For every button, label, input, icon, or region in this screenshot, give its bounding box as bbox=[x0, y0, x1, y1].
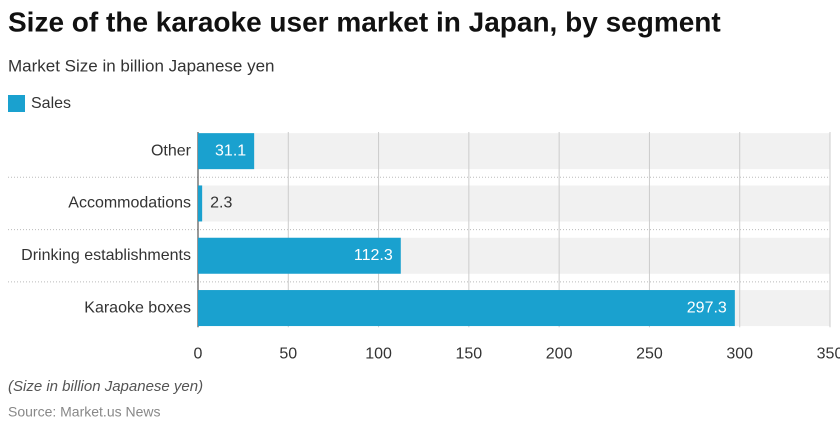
y-tick-label: Karaoke boxes bbox=[84, 299, 191, 316]
data-label: 31.1 bbox=[215, 142, 246, 159]
chart-subtitle: Market Size in billion Japanese yen bbox=[8, 56, 274, 75]
chart-title: Size of the karaoke user market in Japan… bbox=[8, 6, 721, 37]
x-tick-label: 50 bbox=[279, 345, 297, 362]
legend-swatch bbox=[8, 95, 25, 112]
y-tick-label: Other bbox=[151, 142, 192, 159]
data-label: 112.3 bbox=[354, 247, 393, 264]
legend-label: Sales bbox=[31, 95, 71, 112]
x-tick-label: 250 bbox=[636, 345, 663, 362]
x-tick-label: 350 bbox=[817, 345, 840, 362]
x-tick-label: 200 bbox=[546, 345, 573, 362]
data-label: 2.3 bbox=[210, 195, 232, 212]
bar bbox=[198, 237, 401, 274]
bar bbox=[198, 290, 735, 327]
y-tick-label: Drinking establishments bbox=[21, 247, 191, 264]
bar bbox=[198, 185, 203, 222]
row-background bbox=[198, 133, 830, 170]
x-tick-label: 100 bbox=[365, 345, 392, 362]
row-background bbox=[198, 185, 830, 222]
y-tick-label: Accommodations bbox=[68, 195, 191, 212]
x-tick-label: 0 bbox=[194, 345, 203, 362]
x-tick-label: 300 bbox=[726, 345, 753, 362]
source: Source: Market.us News bbox=[8, 404, 161, 420]
note: (Size in billion Japanese yen) bbox=[8, 378, 203, 395]
bar bbox=[198, 133, 255, 170]
data-label: 297.3 bbox=[687, 299, 727, 316]
x-tick-label: 150 bbox=[456, 345, 483, 362]
